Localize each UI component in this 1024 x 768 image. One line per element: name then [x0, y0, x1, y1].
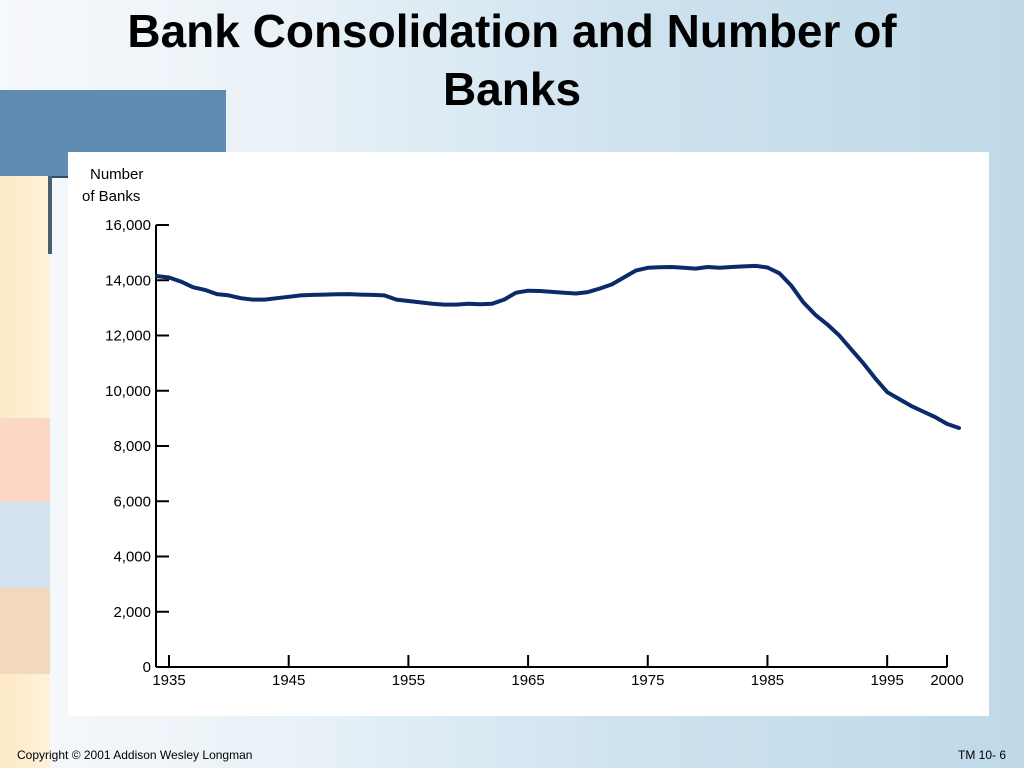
- chart-panel: Number of Banks 0 2,000 4,000 6,000 8,000 10,00…: [68, 152, 989, 716]
- x-tick-label: 1935: [152, 672, 185, 689]
- line-chart: Number of Banks 0 2,000 4,000 6,000 8,000 10,00…: [82, 166, 964, 689]
- y-tick-label: 12,000: [105, 328, 151, 345]
- x-tick-label: 1955: [392, 672, 425, 689]
- y-tick-label: 14,000: [105, 272, 151, 289]
- y-axis-label: Number of Banks: [82, 166, 143, 205]
- x-tick-label: 1965: [511, 672, 544, 689]
- y-tick-label: 10,000: [105, 383, 151, 400]
- y-tick-label: 16,000: [105, 217, 151, 234]
- x-tick-label: 1975: [631, 672, 664, 689]
- y-tick-label: 2,000: [113, 604, 151, 621]
- slide-number: TM 10- 6: [957, 748, 1006, 762]
- data-series-line: [155, 263, 961, 430]
- decorative-divider: [48, 176, 52, 254]
- x-tick-label: 1985: [751, 672, 784, 689]
- decorative-strip-segment: [0, 418, 50, 502]
- y-tick-label: 4,000: [113, 549, 151, 566]
- x-tick-label: 2000: [930, 672, 963, 689]
- slide-title: Bank Consolidation and Number of Banks: [127, 5, 897, 115]
- decorative-strip-segment: [0, 588, 50, 674]
- decorative-side-strip: [0, 176, 50, 768]
- copyright-footer: Copyright © 2001 Addison Wesley Longman: [17, 748, 253, 762]
- x-tick-label: 1995: [870, 672, 903, 689]
- decorative-strip-segment: [0, 502, 50, 588]
- x-tick-label: 1945: [272, 672, 305, 689]
- y-tick-label: 8,000: [113, 438, 151, 455]
- y-tick-label: 0: [143, 659, 151, 676]
- y-tick-label: 6,000: [113, 493, 151, 510]
